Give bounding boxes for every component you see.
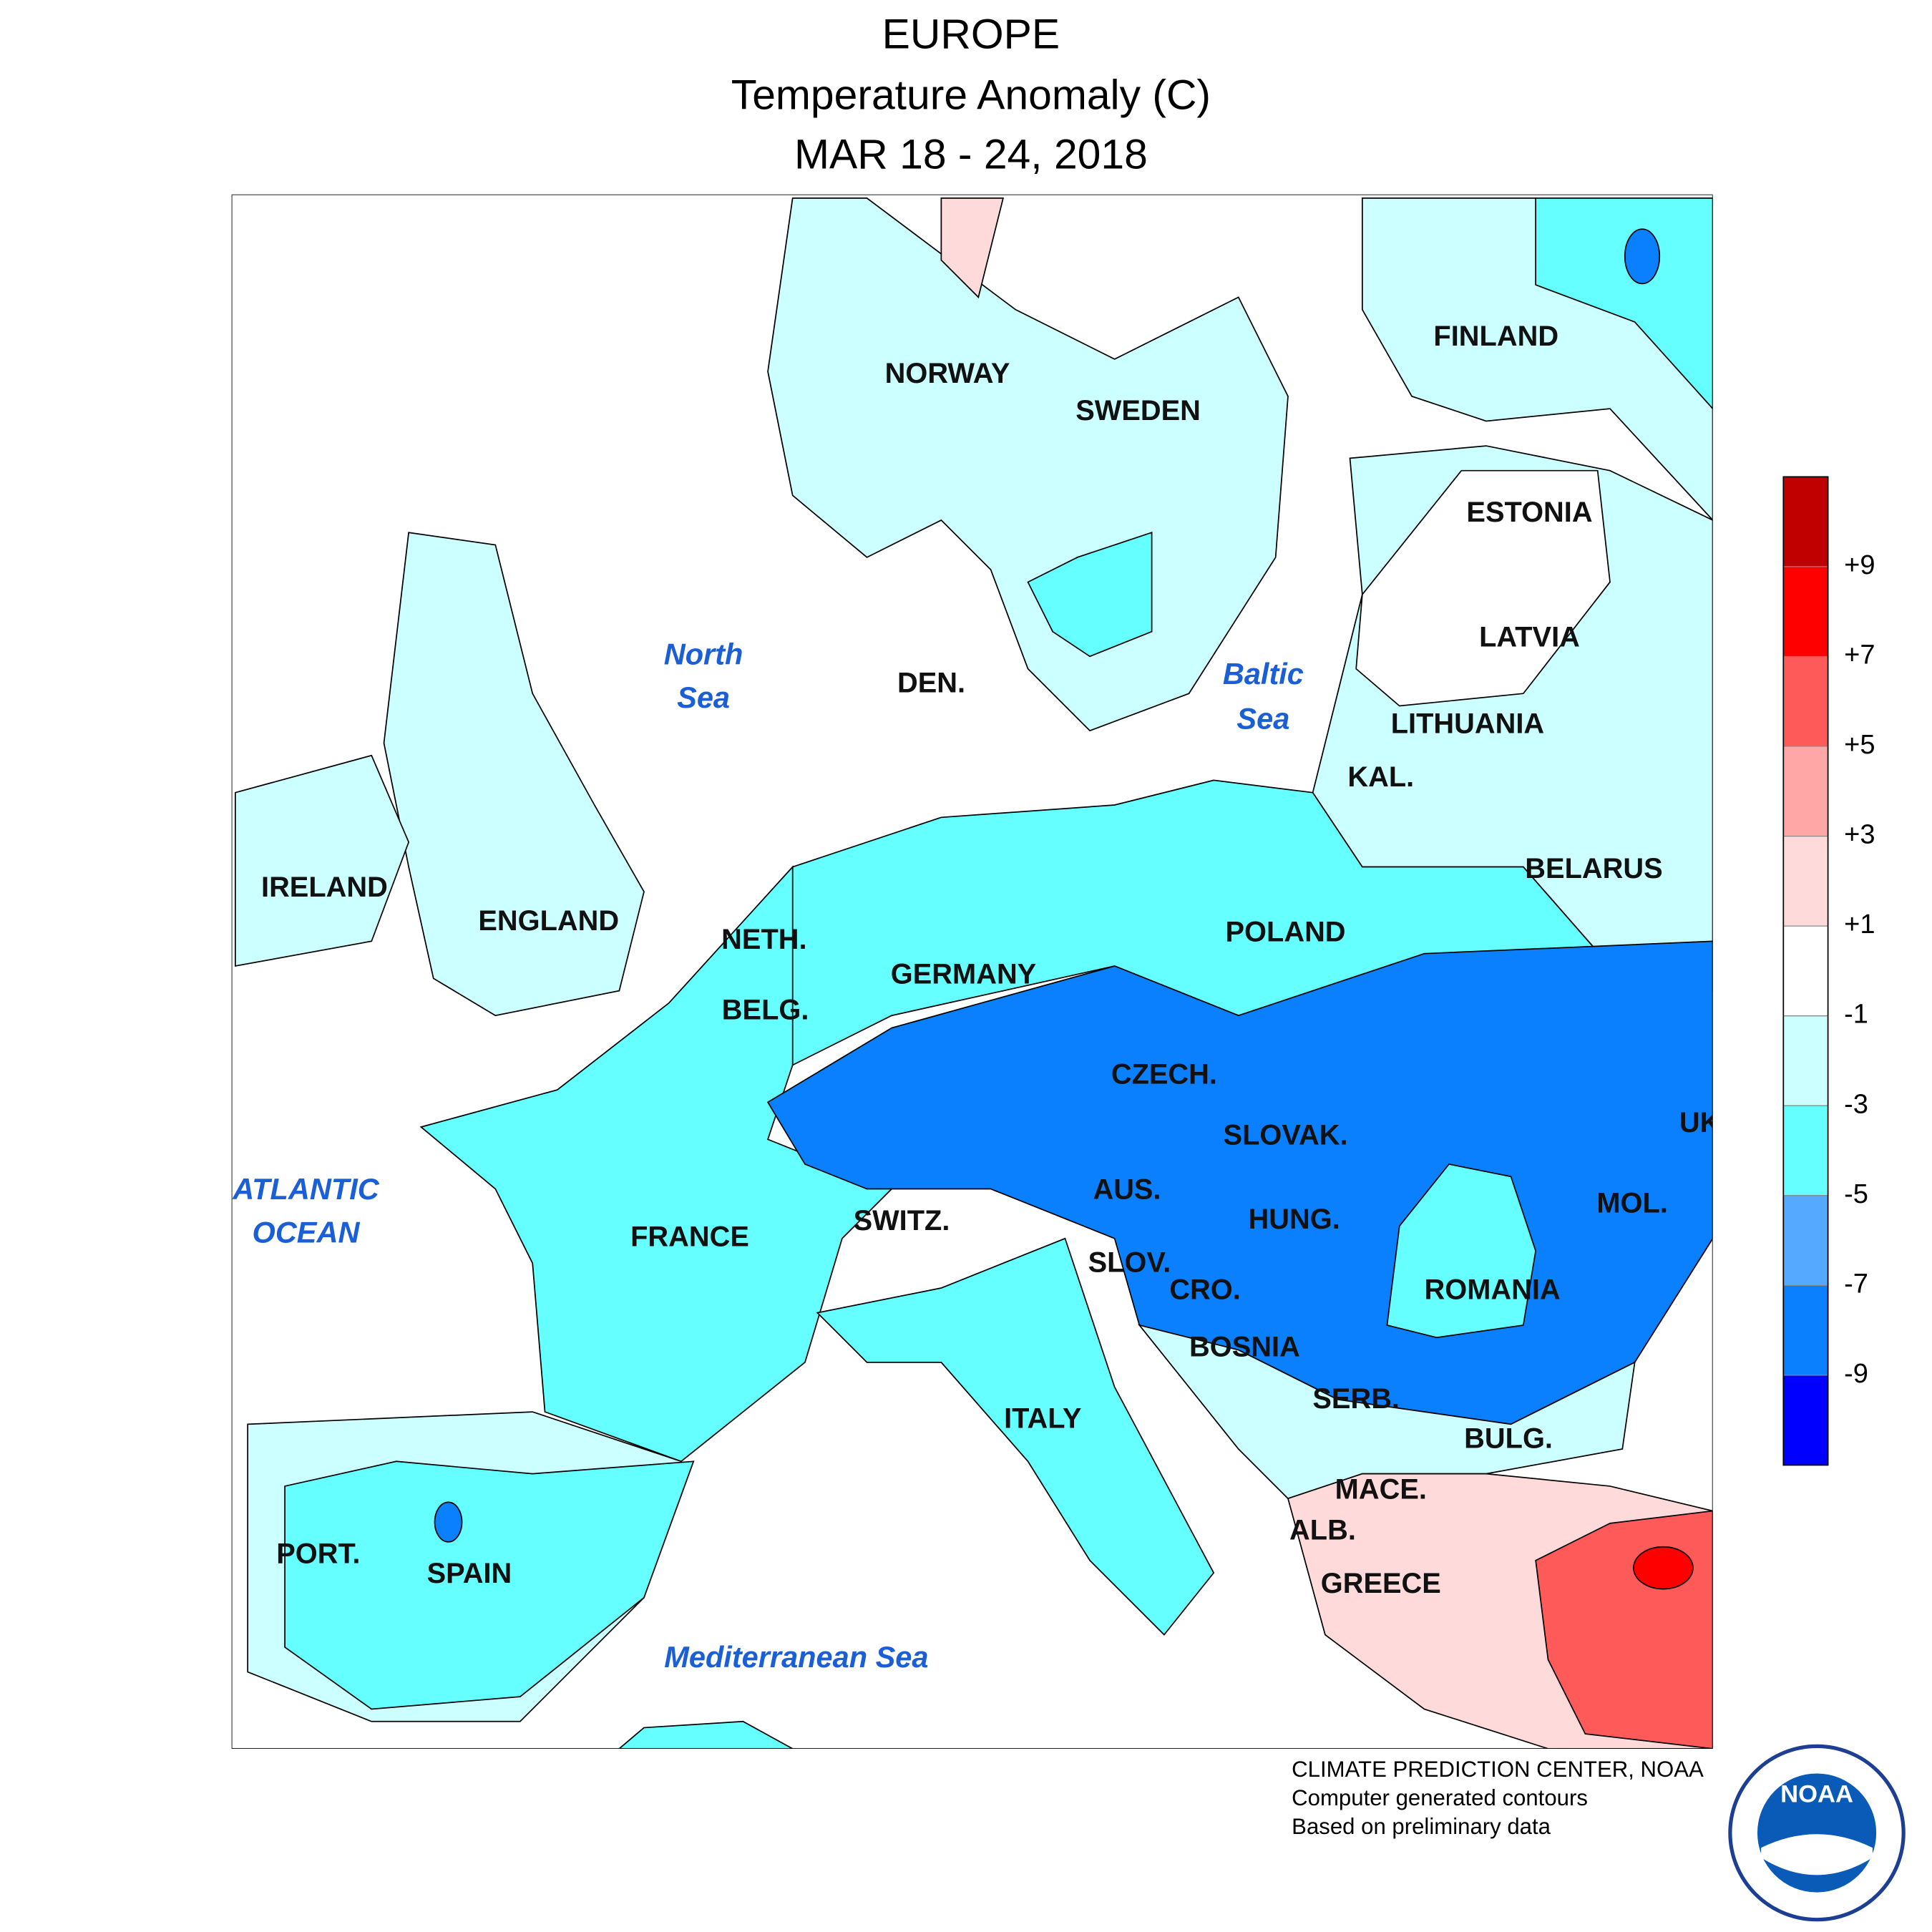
dates: MAR 18 - 24, 2018 bbox=[794, 131, 1148, 177]
field-spot bbox=[1624, 228, 1661, 285]
country-label: BELARUS bbox=[1525, 853, 1662, 884]
country-label: SLOV. bbox=[1088, 1247, 1171, 1279]
country-label: BOSNIA bbox=[1189, 1331, 1300, 1362]
legend-swatch bbox=[1782, 1375, 1829, 1466]
field-spot bbox=[434, 1501, 463, 1543]
country-label: HUNG. bbox=[1249, 1204, 1340, 1235]
country-label: IRELAND bbox=[261, 872, 388, 903]
country-label: SPAIN bbox=[427, 1558, 512, 1589]
credit: CLIMATE PREDICTION CENTER, NOAA bbox=[1292, 1757, 1704, 1782]
sea-label: Mediterranean Sea bbox=[664, 1640, 928, 1674]
map: NORWAY SWEDEN FINLAND ESTONIA LATVIA LIT… bbox=[231, 194, 1721, 1749]
field-norway-warm bbox=[940, 197, 1005, 299]
country-label: ESTONIA bbox=[1466, 497, 1592, 528]
field-spot bbox=[1633, 1546, 1694, 1590]
country-label: ENGLAND bbox=[478, 905, 619, 937]
country-label: BULG. bbox=[1464, 1423, 1553, 1454]
field-scandinavia bbox=[767, 197, 1289, 732]
field-italy bbox=[816, 1237, 1215, 1636]
credit: Based on preliminary data bbox=[1292, 1814, 1551, 1839]
country-label: AUS. bbox=[1093, 1174, 1161, 1206]
country-label: PORT. bbox=[276, 1538, 360, 1569]
legend-swatch bbox=[1782, 1195, 1829, 1286]
legend-tick-label: +1 bbox=[1844, 909, 1875, 940]
country-label: ALB. bbox=[1289, 1514, 1356, 1546]
country-label: SLOVAK. bbox=[1224, 1119, 1348, 1151]
sea-label: Baltic bbox=[1223, 657, 1304, 691]
legend-swatch bbox=[1782, 1284, 1829, 1376]
country-label: MACE. bbox=[1335, 1473, 1427, 1505]
legend-swatch bbox=[1782, 1015, 1829, 1106]
country-label: FRANCE bbox=[630, 1221, 749, 1252]
field-ireland bbox=[234, 754, 410, 967]
field-romania bbox=[1386, 1163, 1537, 1339]
field-france bbox=[419, 865, 893, 1463]
legend-tick-label: -3 bbox=[1844, 1089, 1868, 1119]
legend-tick-label: -9 bbox=[1844, 1359, 1868, 1389]
legend-swatch bbox=[1782, 1105, 1829, 1196]
country-label: NORWAY bbox=[885, 358, 1010, 389]
legend-tick-label: +9 bbox=[1844, 550, 1875, 580]
sea-label: Sea bbox=[677, 680, 730, 714]
country-label: CZECH. bbox=[1111, 1059, 1217, 1091]
logo-gull bbox=[1761, 1834, 1873, 1875]
country-label: ROMANIA bbox=[1425, 1274, 1561, 1306]
sea-label: North bbox=[664, 637, 743, 670]
country-label: UK bbox=[1679, 1107, 1721, 1138]
subtitle: Temperature Anomaly (C) bbox=[731, 72, 1211, 118]
sea-labels: North Sea Baltic Sea ATLANTIC OCEAN Medi… bbox=[232, 637, 1304, 1674]
field-sweden bbox=[1027, 532, 1153, 658]
sea-label: OCEAN bbox=[253, 1216, 361, 1249]
legend-swatch bbox=[1782, 476, 1829, 567]
legend-swatch bbox=[1782, 925, 1829, 1017]
country-label: FINLAND bbox=[1433, 321, 1558, 352]
legend-tick-label: +3 bbox=[1844, 820, 1875, 850]
country-label: DEN. bbox=[897, 668, 965, 699]
field-northeast bbox=[1535, 197, 1713, 410]
noaa-logo: NOAA bbox=[1728, 1744, 1906, 1922]
color-legend: +9 +7 +5 +3 +1 -1 -3 -5 -7 -9 bbox=[1782, 476, 1875, 1466]
sea-label: ATLANTIC bbox=[232, 1172, 379, 1206]
country-label: SWITZ. bbox=[854, 1205, 950, 1236]
legend-swatch bbox=[1782, 746, 1829, 837]
country-label: MOL. bbox=[1596, 1188, 1667, 1219]
country-label: LATVIA bbox=[1479, 622, 1580, 653]
title: EUROPE bbox=[882, 11, 1060, 57]
country-label: SWEDEN bbox=[1075, 395, 1201, 426]
legend-tick-label: -1 bbox=[1844, 1000, 1868, 1030]
country-label: ITALY bbox=[1004, 1403, 1081, 1435]
country-label: GREECE bbox=[1321, 1568, 1441, 1599]
country-label: BELG. bbox=[722, 995, 809, 1026]
country-labels: NORWAY SWEDEN FINLAND ESTONIA LATVIA LIT… bbox=[261, 321, 1721, 1599]
country-label: CRO. bbox=[1169, 1274, 1241, 1306]
legend-tick-label: -5 bbox=[1844, 1179, 1868, 1209]
country-label: KAL. bbox=[1347, 761, 1414, 793]
sea-label: Sea bbox=[1236, 701, 1289, 735]
country-label: GERMANY bbox=[891, 958, 1036, 990]
country-label: LITHUANIA bbox=[1391, 708, 1544, 740]
credit: Computer generated contours bbox=[1292, 1785, 1588, 1810]
legend-tick-label: +5 bbox=[1844, 730, 1875, 760]
field-spain bbox=[284, 1460, 695, 1710]
country-label: SERB. bbox=[1312, 1383, 1400, 1415]
legend-swatch bbox=[1782, 566, 1829, 657]
country-label: NETH. bbox=[721, 924, 806, 955]
field-africa bbox=[618, 1720, 794, 1749]
field-balkans bbox=[1138, 1324, 1636, 1500]
legend-swatch bbox=[1782, 655, 1829, 747]
legend-swatch bbox=[1782, 836, 1829, 927]
country-label: POLAND bbox=[1226, 917, 1346, 948]
legend-tick-label: -7 bbox=[1844, 1269, 1868, 1299]
legend-tick-label: +7 bbox=[1844, 640, 1875, 670]
anomaly-fields bbox=[234, 197, 1713, 1749]
logo-text: NOAA bbox=[1780, 1781, 1853, 1808]
field-latvia bbox=[1355, 469, 1611, 707]
legend-frame bbox=[1782, 476, 1829, 1466]
